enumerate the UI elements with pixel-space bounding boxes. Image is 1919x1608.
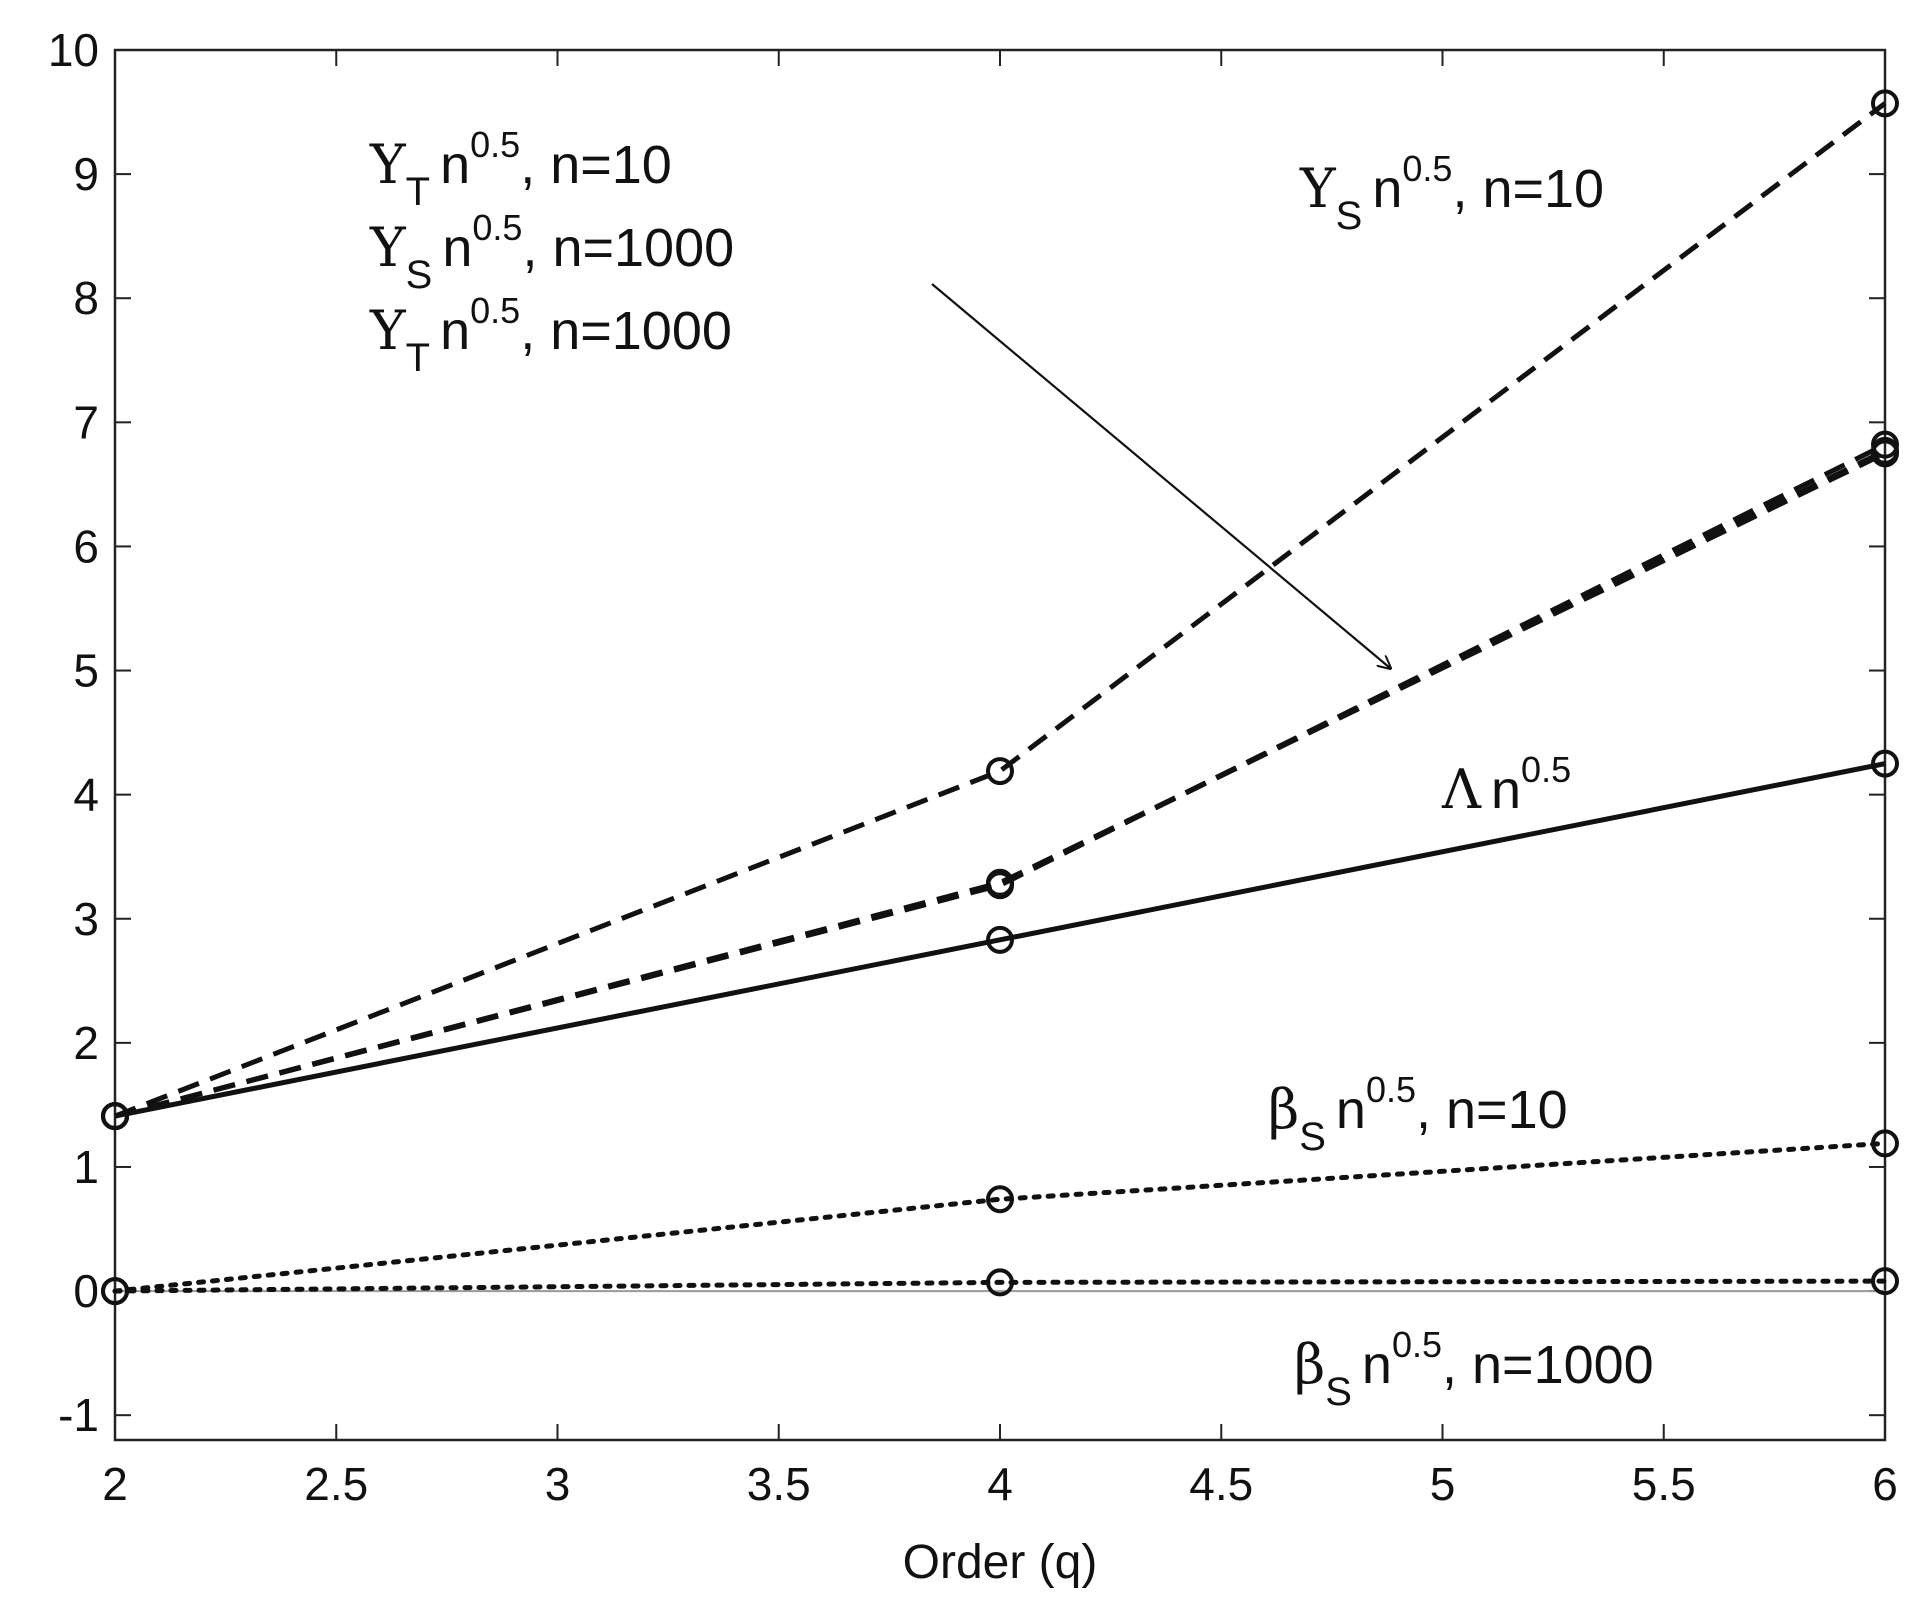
series-line-6 [112, 1278, 1888, 1294]
x-tick-label: 3 [545, 1458, 571, 1510]
y-tick-label: 6 [73, 520, 99, 572]
x-tick-label: 6 [1872, 1458, 1898, 1510]
y-tick-label: 4 [73, 769, 99, 821]
y-tick-label: 0 [73, 1265, 99, 1317]
series-line-0 [114, 101, 1887, 1119]
axis-ticks: 2 2.5 3 3.5 4 4.5 5 5.5 6 -1 0 1 2 3 4 5 6 7 8 9 10 [48, 24, 1898, 1510]
series-point [101, 1277, 129, 1306]
series-point [986, 925, 1014, 954]
x-tick-label: 2 [102, 1458, 128, 1510]
series-point [986, 1185, 1014, 1214]
y-tick-label: -1 [58, 1389, 99, 1441]
series-point [1871, 1267, 1899, 1296]
y-tick-label: 3 [73, 893, 99, 945]
y-tick-label: 10 [48, 24, 99, 76]
y-tick-label: 5 [73, 645, 99, 697]
series-point [1871, 439, 1899, 468]
series-point [986, 757, 1014, 786]
y-tick-label: 1 [73, 1141, 99, 1193]
annotation-bs-n10: βS n0.5, n=10 [1268, 1069, 1568, 1159]
series-line-5 [112, 1140, 1888, 1294]
series-line-1 [114, 442, 1887, 1119]
annotation-ys-n10: ΥS n0.5, n=10 [1299, 148, 1604, 238]
series-point [986, 1268, 1014, 1297]
annotation-bs-n1000: βS n0.5, n=1000 [1294, 1324, 1654, 1414]
x-tick-label: 3.5 [747, 1458, 811, 1510]
series-group [101, 89, 1899, 1306]
series-point [1871, 1129, 1899, 1158]
series-point [101, 1102, 129, 1131]
plot-area [113, 48, 1887, 1442]
series-line-4 [114, 761, 1886, 1119]
annotation-upper-left-2: ΥT n0.5, n=1000 [369, 290, 732, 380]
series-point [1871, 749, 1899, 778]
x-tick-label: 2.5 [304, 1458, 368, 1510]
series-point [986, 868, 1014, 897]
annotation-upper-left-0: ΥT n0.5, n=10 [369, 124, 672, 214]
series-point [1871, 89, 1899, 118]
annotation-upper-left-1: ΥS n0.5, n=1000 [369, 207, 734, 297]
x-axis-title: Order (q) [903, 1536, 1098, 1589]
y-tick-label: 8 [73, 272, 99, 324]
y-tick-label: 9 [73, 148, 99, 200]
x-tick-label: 5.5 [1632, 1458, 1696, 1510]
x-tick-label: 4 [987, 1458, 1013, 1510]
y-tick-label: 2 [73, 1017, 99, 1069]
y-tick-label: 7 [73, 396, 99, 448]
x-tick-label: 4.5 [1189, 1458, 1253, 1510]
x-tick-label: 5 [1430, 1458, 1456, 1510]
series-line-3 [114, 451, 1887, 1119]
annotation-arrow [931, 283, 1390, 668]
